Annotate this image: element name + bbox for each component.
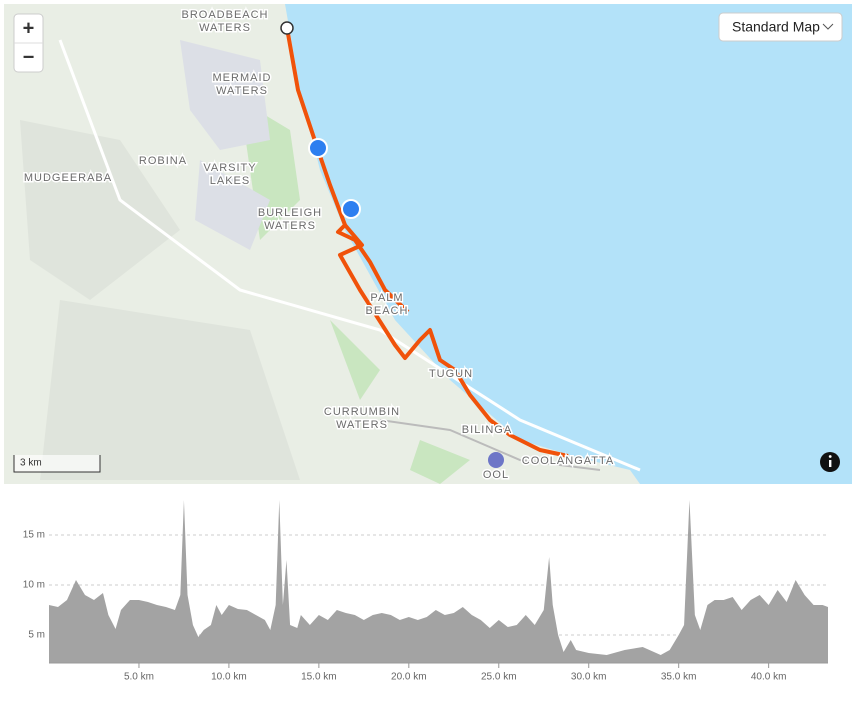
urban — [180, 40, 270, 250]
map[interactable]: + − Standard Map 3 km BROADBEACHWATERSME… — [0, 0, 856, 488]
scale-bar — [13, 455, 101, 473]
route — [285, 27, 410, 314]
place-label: TUGUN — [429, 368, 473, 380]
place-label: BURLEIGH — [258, 207, 322, 219]
place-label: OOL — [483, 469, 509, 481]
place-label: CURRUMBIN — [324, 406, 400, 418]
airport-icon — [488, 452, 504, 468]
place-label: WATERS — [336, 419, 388, 431]
place-label: BROADBEACH — [181, 9, 268, 21]
place-label: COOLANGATTA — [522, 455, 615, 467]
y-tick-label: 15 m — [23, 530, 45, 541]
y-tick-label: 10 m — [23, 580, 45, 591]
route — [338, 223, 569, 458]
road — [379, 419, 601, 471]
place-label: BILINGA — [462, 424, 512, 436]
x-tick-label: 5.0 km — [124, 672, 154, 683]
map-style-label: Standard Map — [732, 19, 820, 35]
x-tick-label: 10.0 km — [211, 672, 247, 683]
place-label: WATERS — [216, 85, 268, 97]
x-tick-label: 25.0 km — [481, 672, 517, 683]
photo-marker[interactable] — [308, 138, 328, 158]
info-glyph — [829, 460, 832, 467]
dropdown-arrow — [822, 23, 834, 30]
place-label: PALM — [370, 292, 403, 304]
photo-marker[interactable] — [341, 199, 361, 219]
map-style-select[interactable] — [718, 12, 843, 42]
x-tick-label: 20.0 km — [391, 672, 427, 683]
road — [58, 39, 641, 472]
zoom-in[interactable]: + — [23, 17, 35, 39]
y-tick-label: 5 m — [28, 630, 45, 641]
x-tick-label: 15.0 km — [301, 672, 337, 683]
place-label: MERMAID — [213, 72, 272, 84]
elevation-area — [49, 500, 828, 663]
x-tick-label: 30.0 km — [571, 672, 607, 683]
place-label: WATERS — [264, 220, 316, 232]
place-label: LAKES — [210, 175, 250, 187]
elevation-chart: 5 m 10 m 15 m 5.0 km 10.0 km 15.0 km 20.0 km 25… — [23, 500, 828, 683]
place-label: BEACH — [366, 305, 409, 317]
ocean — [285, 4, 852, 484]
place-label: WATERS — [199, 22, 251, 34]
zoom-out[interactable]: − — [23, 46, 35, 68]
x-tick-label: 35.0 km — [661, 672, 697, 683]
terrain — [20, 120, 300, 480]
place-label: ROBINA — [139, 155, 187, 167]
park — [240, 100, 470, 484]
x-tick-label: 40.0 km — [751, 672, 787, 683]
place-label: VARSITY — [203, 162, 256, 174]
info-glyph — [828, 455, 832, 458]
start-marker — [280, 21, 294, 35]
place-label: MUDGEERABA — [24, 172, 112, 184]
scale-label: 3 km — [20, 458, 42, 469]
